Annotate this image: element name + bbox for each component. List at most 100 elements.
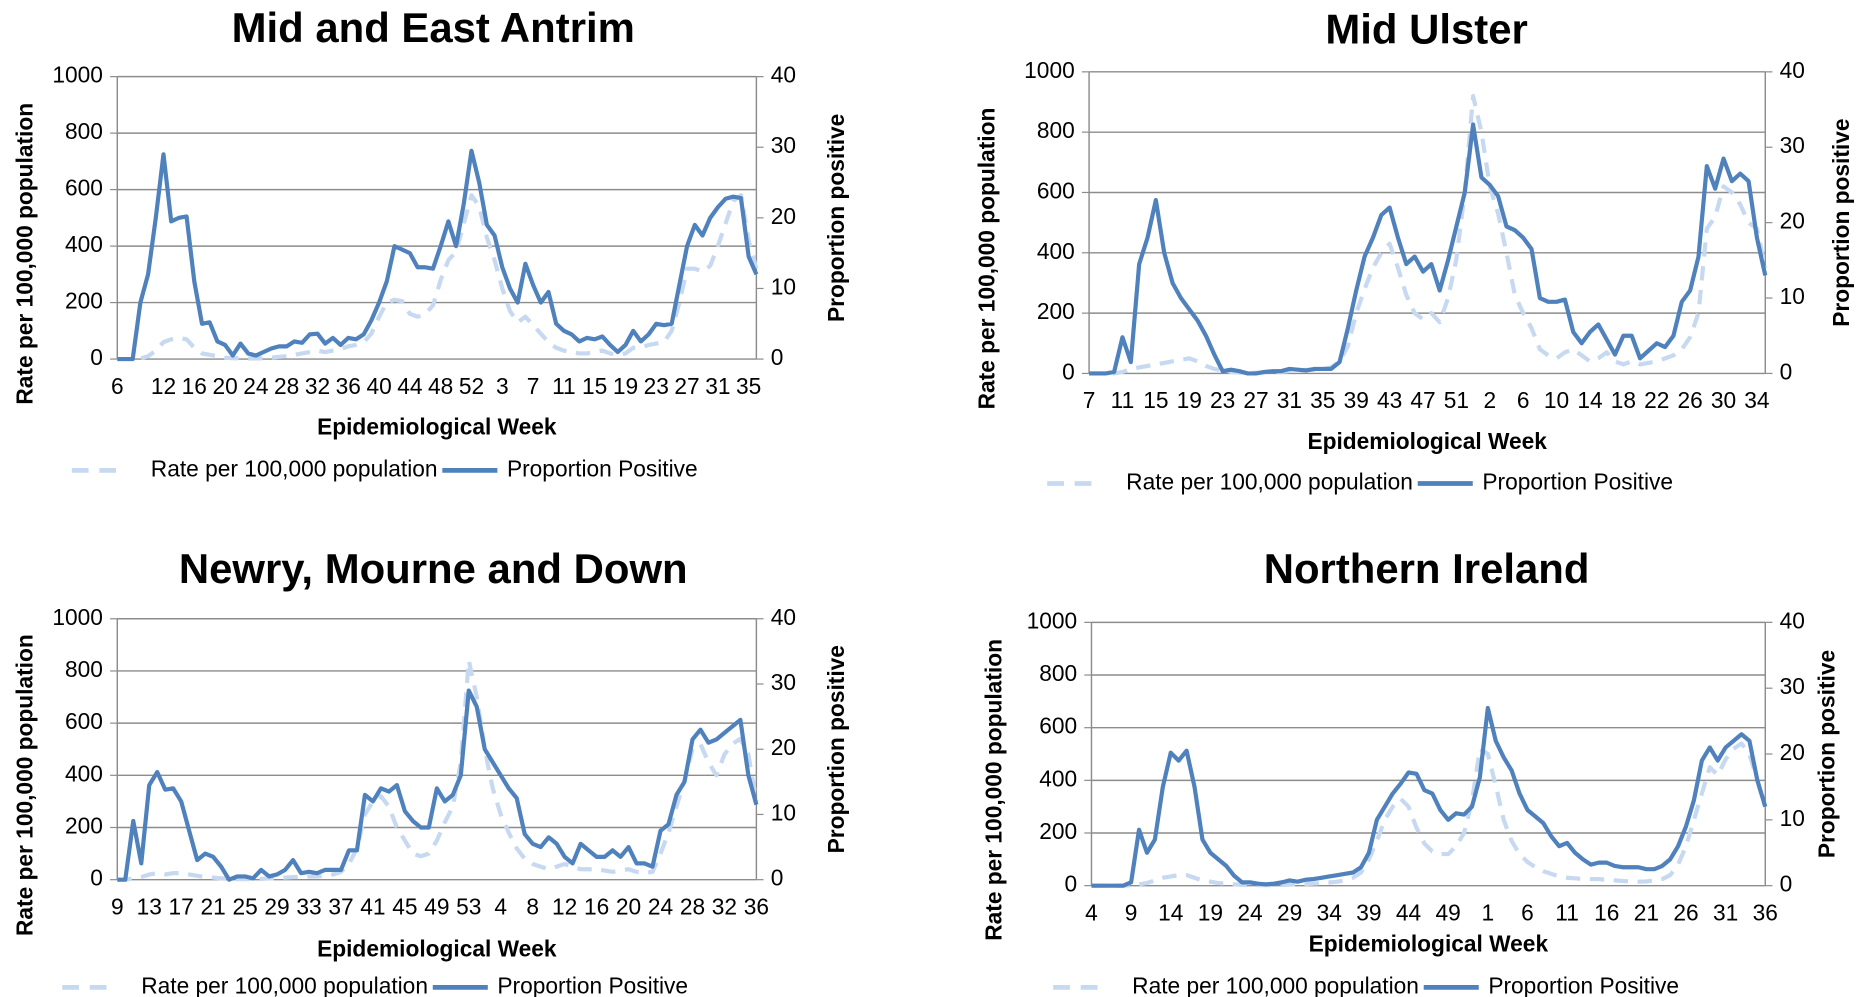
x-tick-label: 36 [336, 373, 361, 399]
x-tick-label: 39 [1356, 899, 1381, 925]
x-tick-label: 19 [1177, 387, 1202, 413]
x-tick-label: 52 [459, 373, 484, 399]
chart-title: Northern Ireland [1264, 545, 1590, 592]
x-tick-label: 21 [1634, 899, 1659, 925]
y2-tick-label: 10 [771, 799, 796, 825]
x-tick-label: 18 [1611, 387, 1636, 413]
y-tick-label: 200 [1039, 818, 1077, 844]
x-tick-label: 49 [424, 893, 449, 919]
y-axis-title: Rate per 100,000 population [11, 103, 37, 405]
x-tick-label: 22 [1644, 387, 1669, 413]
x-tick-label: 10 [1544, 387, 1569, 413]
x-tick-label: 24 [243, 373, 268, 399]
x-tick-label: 7 [527, 373, 540, 399]
y-axis-title: Rate per 100,000 population [981, 639, 1007, 941]
x-tick-label: 9 [111, 893, 124, 919]
y-tick-label: 800 [65, 118, 103, 144]
x-tick-label: 33 [296, 893, 321, 919]
x-tick-label: 24 [1237, 899, 1262, 925]
x-tick-label: 12 [552, 893, 577, 919]
x-tick-label: 1 [1482, 899, 1495, 925]
y-tick-label: 800 [65, 656, 103, 682]
x-tick-label: 37 [328, 893, 353, 919]
x-tick-label: 20 [212, 373, 237, 399]
x-tick-label: 16 [584, 893, 609, 919]
legend-label: Rate per 100,000 population [141, 972, 428, 997]
y2-axis-title: Proportion positive [823, 645, 849, 853]
x-tick-label: 16 [1594, 899, 1619, 925]
y-tick-label: 600 [65, 708, 103, 734]
legend-label: Proportion Positive [1488, 972, 1679, 997]
y2-tick-label: 10 [1780, 805, 1805, 831]
y2-tick-label: 40 [771, 604, 796, 630]
x-tick-label: 9 [1125, 899, 1138, 925]
legend-label: Proportion Positive [1482, 469, 1673, 495]
x-tick-label: 2 [1483, 387, 1496, 413]
x-tick-label: 43 [1377, 387, 1402, 413]
x-tick-label: 11 [1111, 387, 1135, 413]
y-tick-label: 800 [1037, 117, 1075, 143]
x-tick-label: 41 [360, 893, 385, 919]
x-tick-label: 13 [137, 893, 162, 919]
y-tick-label: 400 [1039, 765, 1077, 791]
x-axis-title: Epidemiological Week [317, 935, 557, 961]
y2-tick-label: 30 [771, 132, 796, 158]
x-tick-label: 28 [680, 893, 705, 919]
y2-tick-label: 10 [771, 273, 796, 299]
chart-panel: Northern Ireland 0 200 400 600 800 1000 0 10 20 30… [981, 545, 1840, 997]
y2-tick-label: 40 [1780, 607, 1805, 633]
y-axis-title: Rate per 100,000 population [11, 634, 37, 936]
x-tick-label: 36 [744, 893, 769, 919]
x-tick-label: 21 [201, 893, 226, 919]
series-line [117, 148, 759, 362]
y2-axis-title: Proportion positive [823, 114, 849, 322]
y-tick-label: 200 [65, 812, 103, 838]
y2-tick-label: 20 [771, 203, 796, 229]
series-line [1089, 93, 1768, 376]
x-tick-label: 12 [151, 373, 176, 399]
chart-panel: Mid Ulster 0 200 400 600 800 1000 0 10 20 30 40 7 11 1… [974, 5, 1855, 494]
y2-axis-title: Proportion positive [1814, 650, 1840, 858]
y2-tick-label: 30 [1780, 132, 1805, 158]
x-tick-label: 51 [1444, 387, 1469, 413]
y2-tick-label: 0 [771, 344, 784, 370]
x-tick-label: 3 [496, 373, 509, 399]
x-tick-label: 19 [613, 373, 638, 399]
x-tick-label: 49 [1436, 899, 1461, 925]
series-line [117, 193, 759, 362]
x-tick-label: 4 [1085, 899, 1098, 925]
x-tick-label: 19 [1198, 899, 1223, 925]
x-tick-label: 28 [274, 373, 299, 399]
series-line [117, 658, 759, 882]
y-tick-label: 0 [90, 865, 103, 891]
x-tick-label: 53 [456, 893, 481, 919]
y-tick-label: 1000 [52, 604, 103, 630]
y2-tick-label: 0 [1780, 358, 1793, 384]
series-line [117, 688, 759, 882]
x-tick-label: 31 [705, 373, 730, 399]
x-tick-label: 6 [1521, 899, 1534, 925]
series-line [1091, 705, 1768, 888]
chart-title: Newry, Mourne and Down [179, 545, 688, 592]
y2-tick-label: 30 [771, 669, 796, 695]
x-tick-label: 20 [616, 893, 641, 919]
y-tick-label: 0 [1064, 871, 1077, 897]
x-tick-label: 8 [526, 893, 539, 919]
y-tick-label: 400 [1037, 238, 1075, 264]
x-tick-label: 31 [1713, 899, 1738, 925]
x-tick-label: 23 [1210, 387, 1235, 413]
x-tick-label: 44 [1396, 899, 1421, 925]
y-tick-label: 1000 [52, 62, 103, 88]
x-tick-label: 15 [1143, 387, 1168, 413]
x-tick-label: 7 [1083, 387, 1096, 413]
chart-panel: Newry, Mourne and Down 0 200 400 600 800 1000 0… [11, 545, 848, 997]
legend-label: Proportion Positive [507, 455, 698, 481]
y-tick-label: 600 [1039, 713, 1077, 739]
chart-title: Mid Ulster [1325, 5, 1527, 52]
y-tick-label: 0 [90, 344, 103, 370]
chart-panel: Mid and East Antrim 0 200 400 600 800 1000 0 10 2… [11, 4, 848, 481]
x-tick-label: 4 [494, 893, 507, 919]
legend-label: Rate per 100,000 population [1126, 469, 1413, 495]
legend-label: Proportion Positive [497, 972, 688, 997]
